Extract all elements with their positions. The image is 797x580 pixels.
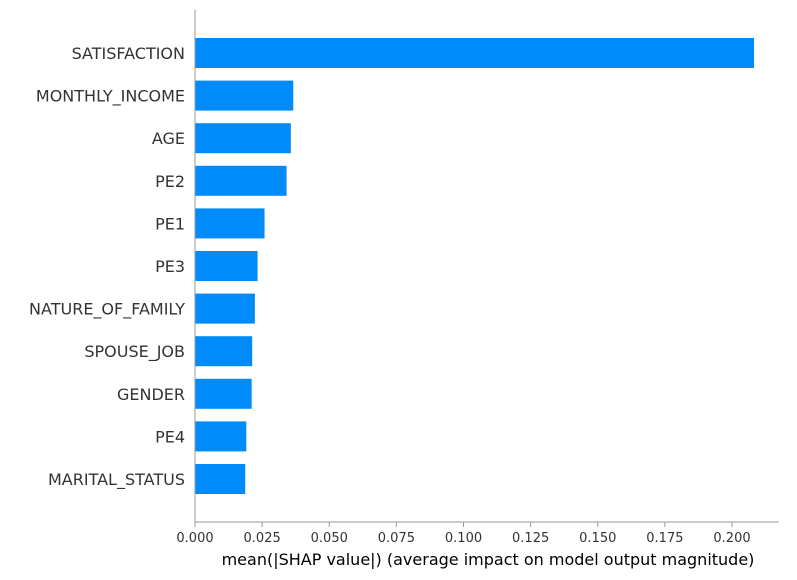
bar-marital-status bbox=[195, 464, 246, 494]
category-label-satisfaction: SATISFACTION bbox=[72, 44, 185, 63]
category-label-nature-of-family: NATURE_OF_FAMILY bbox=[29, 300, 185, 320]
x-tick-label: 0.200 bbox=[713, 531, 750, 546]
x-tick-label: 0.075 bbox=[378, 531, 415, 546]
bar-pe3 bbox=[195, 251, 258, 281]
category-label-gender: GENDER bbox=[117, 385, 185, 404]
bar-pe1 bbox=[195, 208, 265, 239]
category-label-pe2: PE2 bbox=[155, 172, 185, 191]
x-ticks: 0.000 0.025 0.050 0.075 0.100 0.125 0.150 0.175… bbox=[176, 522, 751, 546]
category-label-monthly-income: MONTHLY_INCOME bbox=[36, 87, 185, 107]
x-tick-label: 0.000 bbox=[176, 531, 213, 546]
category-label-pe4: PE4 bbox=[155, 427, 185, 446]
bar-pe4 bbox=[195, 421, 247, 452]
bar-satisfaction bbox=[195, 38, 755, 68]
x-tick-label: 0.050 bbox=[311, 531, 348, 546]
category-label-marital-status: MARITAL_STATUS bbox=[48, 470, 185, 490]
bar-monthly-income bbox=[195, 80, 294, 111]
x-tick-label: 0.125 bbox=[512, 531, 549, 546]
category-labels: SATISFACTION MONTHLY_INCOME AGE PE2 PE1 PE3 NA… bbox=[29, 44, 185, 490]
x-axis-title: mean(|SHAP value|) (average impact on mo… bbox=[222, 550, 755, 569]
bar-nature-of-family bbox=[195, 293, 255, 324]
x-tick-label: 0.100 bbox=[445, 531, 482, 546]
bars-group bbox=[195, 38, 755, 494]
x-tick-label: 0.175 bbox=[646, 531, 683, 546]
category-label-age: AGE bbox=[152, 129, 185, 148]
bar-pe2 bbox=[195, 165, 287, 196]
bar-spouse-job bbox=[195, 336, 253, 367]
bar-gender bbox=[195, 378, 252, 409]
category-label-pe3: PE3 bbox=[155, 257, 185, 276]
x-tick-label: 0.150 bbox=[579, 531, 616, 546]
bar-age bbox=[195, 123, 291, 154]
category-label-pe1: PE1 bbox=[155, 214, 185, 233]
category-label-spouse-job: SPOUSE_JOB bbox=[84, 342, 185, 362]
x-tick-label: 0.025 bbox=[244, 531, 281, 546]
